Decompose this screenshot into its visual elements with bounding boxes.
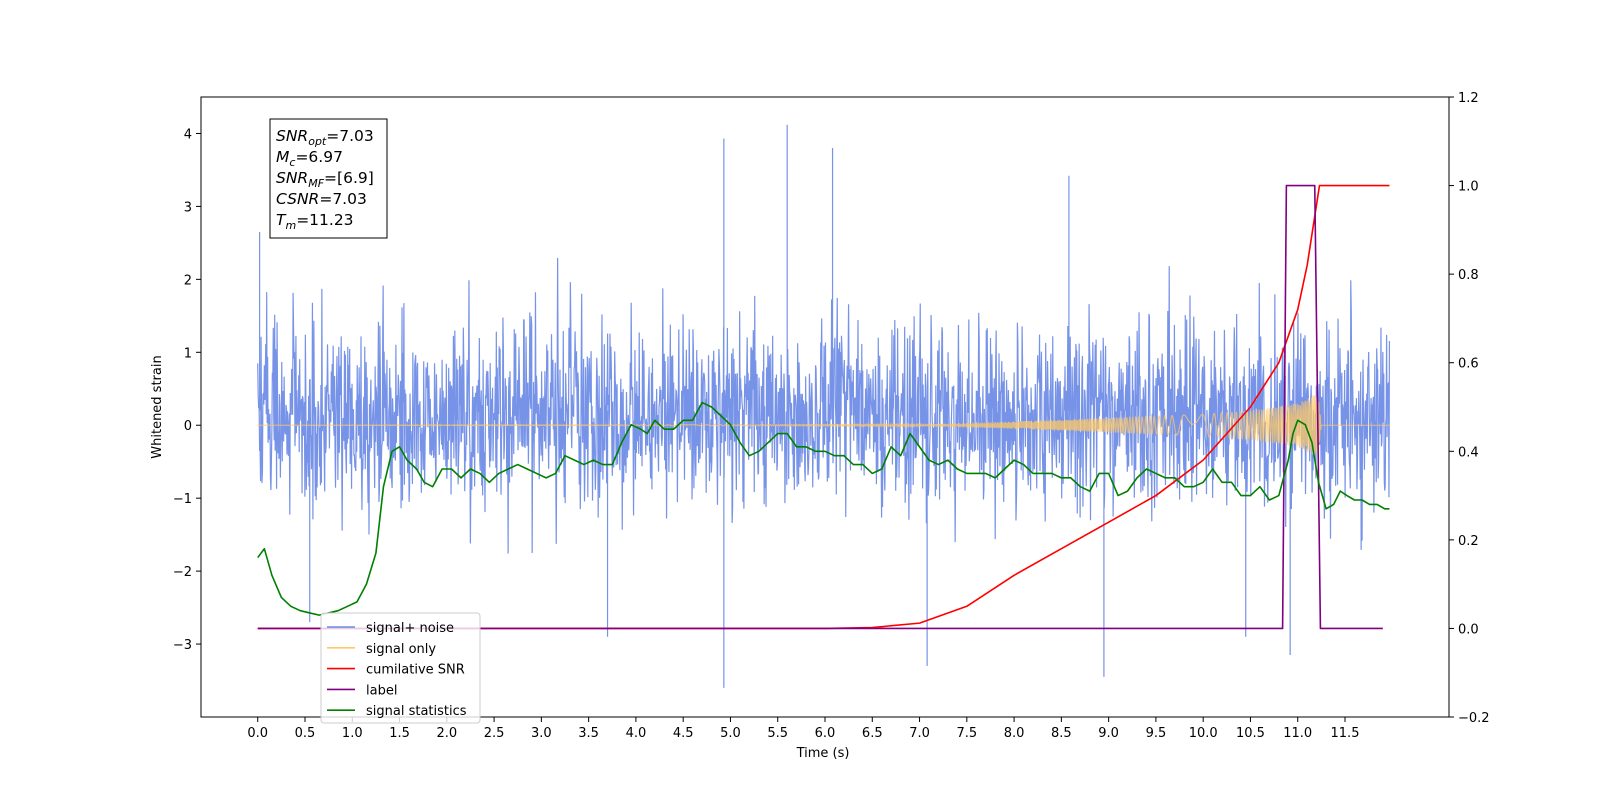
- series-cumulative-snr: [257, 184, 1390, 630]
- y-right-tick-label: 0.6: [1458, 357, 1479, 372]
- x-tick-label: 10.5: [1236, 726, 1265, 741]
- x-tick-label: 1.0: [342, 726, 363, 741]
- x-tick-label: 5.5: [767, 726, 788, 741]
- x-tick-label: 1.5: [389, 726, 410, 741]
- y-left-tick-label: −2: [173, 565, 192, 580]
- legend-label: signal statistics: [366, 704, 467, 719]
- stats-value: =[6.9]: [324, 169, 374, 187]
- y-left-tick-label: 4: [184, 127, 192, 142]
- x-axis-label: Time (s): [796, 746, 850, 761]
- y-right-tick-label: −0.2: [1458, 711, 1490, 726]
- legend-frame: [320, 612, 481, 724]
- y-right-tick-label: 0.0: [1458, 622, 1479, 637]
- stats-box-frame: [269, 118, 388, 239]
- y-right-tick-label: 1.0: [1458, 180, 1479, 195]
- stats-value: =7.03: [326, 127, 374, 145]
- series-signal-plus-noise: [257, 124, 1391, 688]
- y-left-tick-label: −1: [173, 492, 192, 507]
- stats-line: SNRopt=7.03: [276, 127, 374, 148]
- series-signal-only: [257, 395, 1390, 456]
- x-tick-label: 7.0: [909, 726, 930, 741]
- y-right-tick-label: 0.2: [1458, 534, 1479, 549]
- stats-subscript: c: [289, 156, 295, 169]
- x-tick-label: 0.5: [295, 726, 316, 741]
- x-tick-label: 0.0: [247, 726, 268, 741]
- stats-symbol: SNR: [276, 169, 308, 187]
- stats-symbol: T: [276, 211, 287, 229]
- x-tick-label: 4.0: [626, 726, 647, 741]
- y-left-tick-label: 2: [184, 273, 192, 288]
- stats-box: SNRopt=7.03Mc=6.97SNRMF=[6.9]CSNR=7.03Tm…: [269, 118, 388, 239]
- y-axis-left: −3 −2 −1 0 1 2 3 4: [173, 127, 201, 653]
- x-tick-label: 2.0: [436, 726, 457, 741]
- y-left-tick-label: −3: [173, 638, 192, 653]
- stats-value: =6.97: [295, 148, 343, 166]
- x-tick-label: 8.0: [1004, 726, 1025, 741]
- y-axis-right: −0.2 0.0 0.2 0.4 0.6 0.8 1.0 1.2: [1449, 91, 1490, 726]
- x-tick-label: 11.0: [1283, 726, 1312, 741]
- x-tick-label: 4.5: [673, 726, 694, 741]
- stats-symbol: CSNR: [276, 190, 319, 208]
- x-tick-label: 9.0: [1098, 726, 1119, 741]
- stats-value: =11.23: [296, 211, 353, 229]
- y-left-tick-label: 1: [184, 346, 192, 361]
- stats-subscript: opt: [308, 135, 327, 148]
- series-signal-statistics: [257, 401, 1390, 616]
- legend-label: cumilative SNR: [366, 663, 465, 678]
- legend-label: label: [366, 683, 397, 698]
- stats-line: Tm=11.23: [276, 211, 354, 232]
- series-layer: [257, 124, 1391, 688]
- legend: signal+ noise signal only cumilative SNR la…: [320, 612, 481, 724]
- stats-line: SNRMF=[6.9]: [276, 169, 374, 190]
- y-left-tick-label: 0: [184, 419, 192, 434]
- x-tick-label: 11.5: [1331, 726, 1360, 741]
- y-right-tick-label: 0.4: [1458, 445, 1479, 460]
- series-label: [257, 184, 1383, 630]
- y-axis-label-left: Whitened strain: [150, 355, 165, 458]
- x-tick-label: 5.0: [720, 726, 741, 741]
- x-tick-label: 6.0: [815, 726, 836, 741]
- y-left-tick-label: 3: [184, 200, 192, 215]
- stats-line: CSNR=7.03: [276, 190, 367, 208]
- stats-subscript: MF: [308, 177, 324, 190]
- x-tick-label: 6.5: [862, 726, 883, 741]
- stats-line: Mc=6.97: [276, 148, 343, 169]
- x-tick-label: 3.0: [531, 726, 552, 741]
- y-right-tick-label: 1.2: [1458, 91, 1479, 106]
- x-axis: 0.0 0.5 1.0 1.5 2.0 2.5 3.0 3.5 4.0 4.5 5.0 5.5 6.0 6…: [247, 717, 1359, 741]
- x-tick-label: 3.5: [578, 726, 599, 741]
- legend-label: signal+ noise: [366, 621, 454, 636]
- stats-symbol: M: [276, 148, 289, 166]
- legend-label: signal only: [366, 642, 436, 657]
- x-tick-label: 9.5: [1146, 726, 1167, 741]
- stats-subscript: m: [285, 219, 296, 232]
- x-tick-label: 2.5: [484, 726, 505, 741]
- x-tick-label: 10.0: [1189, 726, 1218, 741]
- x-tick-label: 7.5: [956, 726, 977, 741]
- stats-value: =7.03: [319, 190, 367, 208]
- y-right-tick-label: 0.8: [1458, 268, 1479, 283]
- stats-symbol: SNR: [276, 127, 308, 145]
- x-tick-label: 8.5: [1051, 726, 1072, 741]
